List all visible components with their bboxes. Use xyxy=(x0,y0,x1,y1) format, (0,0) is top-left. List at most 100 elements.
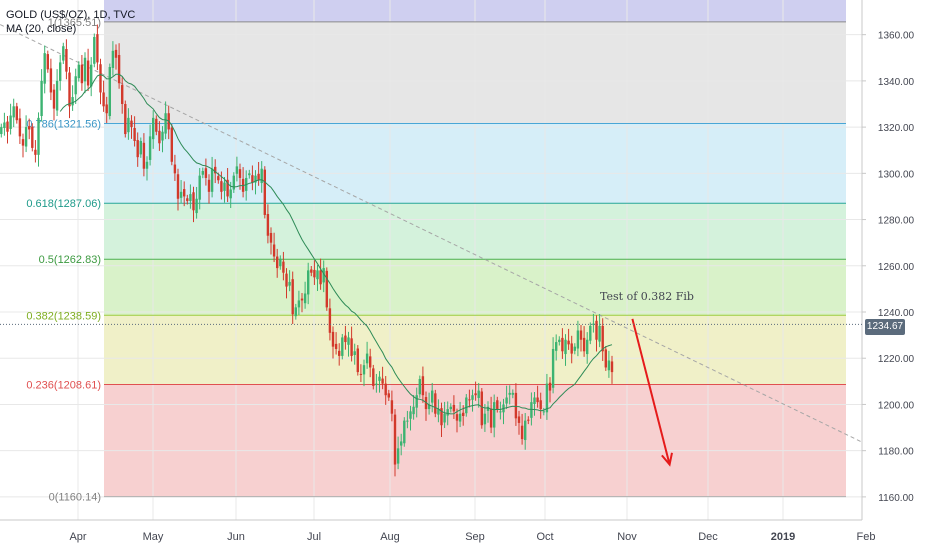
candle-body xyxy=(359,373,363,375)
price-axis-bg xyxy=(862,0,932,550)
candle-body xyxy=(443,413,446,423)
y-tick-label: 1180.00 xyxy=(878,447,914,458)
candle-body xyxy=(496,400,499,410)
candle-body xyxy=(514,392,518,419)
candle-body xyxy=(449,406,452,410)
candle-body xyxy=(396,448,400,464)
x-tick-label: Aug xyxy=(380,531,400,543)
candle-body xyxy=(214,166,217,174)
candle-body xyxy=(21,139,25,146)
candle-body xyxy=(6,121,9,132)
candle-body xyxy=(350,338,353,356)
candle-body xyxy=(421,376,425,396)
candle-body xyxy=(362,365,366,375)
candle-body xyxy=(99,64,102,93)
candle-body xyxy=(207,179,211,192)
x-tick-label: Apr xyxy=(69,531,86,543)
candle-body xyxy=(254,175,257,183)
candle-body xyxy=(130,120,133,128)
x-tick-label: Nov xyxy=(617,531,637,543)
arrow-head xyxy=(661,452,673,467)
candle-body xyxy=(474,393,477,396)
candle-body xyxy=(49,68,53,93)
candle-body xyxy=(365,353,369,364)
candle-body xyxy=(586,339,589,355)
fib-label: 0.786(1321.56) xyxy=(26,119,101,131)
candle-body xyxy=(334,343,338,349)
candle-body xyxy=(251,175,254,183)
candle-body xyxy=(406,420,409,422)
candle-body xyxy=(344,335,347,343)
candle-body xyxy=(489,408,493,428)
candle-body xyxy=(564,339,567,355)
candle-body xyxy=(452,404,456,412)
fib-lines xyxy=(104,21,846,498)
ma-line xyxy=(59,73,613,415)
candle-body xyxy=(68,72,71,107)
candle-body xyxy=(152,117,155,140)
candle-body xyxy=(310,269,313,273)
chart-title: GOLD (US$/OZ), 1D, TVC xyxy=(6,9,136,21)
candle-body xyxy=(272,244,276,257)
candle-body xyxy=(353,351,356,355)
candle-body xyxy=(105,104,108,114)
candle-body xyxy=(409,411,412,419)
candle-body xyxy=(604,349,607,368)
y-tick-label: 1160.00 xyxy=(878,493,914,504)
fib-label: 0.236(1208.61) xyxy=(26,380,101,392)
candle-body xyxy=(369,356,372,368)
candle-body xyxy=(257,173,260,181)
candle-body xyxy=(9,115,12,129)
candle-body xyxy=(40,80,43,117)
candle-body xyxy=(390,400,394,414)
x-tick-label: Sep xyxy=(465,531,485,543)
candle-body xyxy=(610,361,614,373)
candle-body xyxy=(43,53,46,84)
candle-body xyxy=(341,337,344,356)
x-tick-label: Jul xyxy=(307,531,321,543)
candle-body xyxy=(238,169,242,178)
candle-body xyxy=(542,411,545,413)
x-tick-label: Oct xyxy=(536,531,553,543)
candle-body xyxy=(201,171,204,175)
candle-body xyxy=(303,293,307,304)
candle-body xyxy=(548,382,552,391)
candle-body xyxy=(24,127,28,147)
candle-body xyxy=(468,399,471,401)
candle-body xyxy=(431,390,434,403)
candle-body xyxy=(136,140,139,158)
candle-body xyxy=(77,64,80,79)
candle-body xyxy=(561,337,564,352)
candle-body xyxy=(155,118,158,132)
fib-label: 0(1160.14) xyxy=(49,492,101,504)
candle-body xyxy=(189,194,192,202)
candle-body xyxy=(437,409,440,415)
candle-body xyxy=(545,383,549,413)
candle-body xyxy=(567,340,570,345)
candle-body xyxy=(601,325,604,352)
candle-body xyxy=(338,350,341,356)
y-tick-label: 1260.00 xyxy=(878,262,915,273)
candle-body xyxy=(536,397,539,403)
candle-body xyxy=(164,113,167,134)
forecast-arrow xyxy=(631,318,673,467)
candle-body xyxy=(62,46,65,61)
y-tick-label: 1320.00 xyxy=(878,123,915,134)
candle-body xyxy=(520,425,524,440)
candle-body xyxy=(217,176,220,181)
candle-body xyxy=(595,320,598,340)
candle-body xyxy=(418,379,421,395)
y-tick-label: 1280.00 xyxy=(878,216,915,227)
arrow-shaft xyxy=(631,318,671,465)
candle-body xyxy=(121,85,124,104)
candle-body xyxy=(74,76,77,95)
candle-body xyxy=(282,261,285,273)
fib-label: 0.382(1238.59) xyxy=(26,310,101,322)
candle-body xyxy=(102,92,105,107)
candle-body xyxy=(592,323,595,325)
y-tick-label: 1200.00 xyxy=(878,400,915,411)
candle-body xyxy=(297,300,301,308)
candle-body xyxy=(186,198,189,202)
